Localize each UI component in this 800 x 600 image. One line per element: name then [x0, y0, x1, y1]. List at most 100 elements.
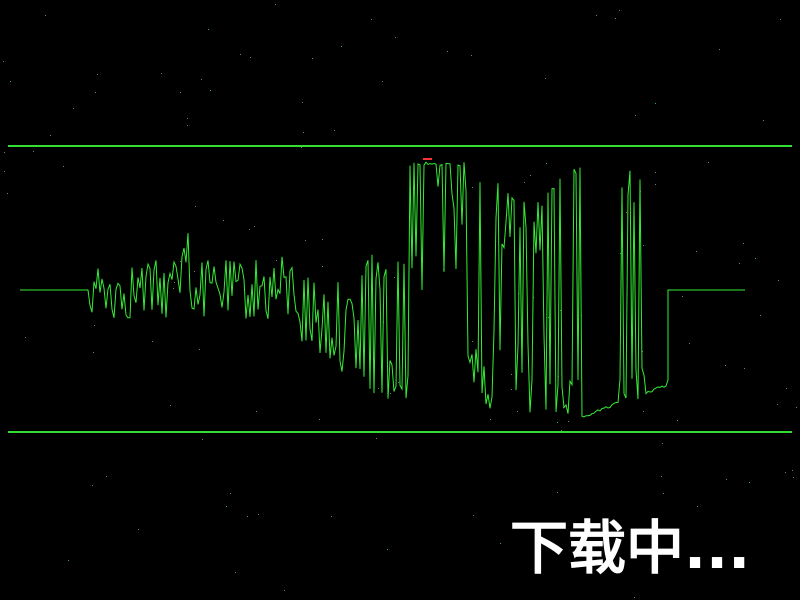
- star: [106, 476, 107, 477]
- star: [655, 103, 656, 104]
- star: [755, 258, 756, 259]
- star: [500, 543, 501, 544]
- star: [792, 470, 793, 471]
- star: [194, 271, 195, 272]
- star: [390, 393, 391, 394]
- star: [226, 506, 227, 507]
- star: [778, 280, 779, 281]
- star: [33, 151, 34, 152]
- star: [615, 18, 616, 19]
- star: [334, 130, 335, 131]
- star: [235, 572, 236, 573]
- star: [301, 147, 302, 148]
- star: [447, 51, 448, 52]
- star: [180, 92, 181, 93]
- star: [557, 422, 558, 423]
- star: [708, 162, 709, 163]
- star: [760, 315, 761, 316]
- star: [643, 245, 644, 246]
- star: [10, 81, 11, 82]
- star: [276, 260, 277, 261]
- star: [634, 597, 635, 598]
- star: [254, 226, 255, 227]
- star: [557, 492, 558, 493]
- star: [777, 404, 778, 405]
- star: [275, 4, 276, 5]
- star: [786, 388, 787, 389]
- star: [4, 171, 5, 172]
- star: [174, 282, 175, 283]
- star: [726, 479, 727, 480]
- star: [398, 382, 399, 383]
- star: [661, 476, 662, 477]
- star: [7, 193, 8, 194]
- star: [3, 61, 4, 62]
- star: [63, 166, 64, 167]
- star: [223, 220, 224, 221]
- star: [256, 411, 257, 412]
- star: [387, 549, 388, 550]
- star: [780, 19, 781, 20]
- star: [170, 405, 171, 406]
- star: [743, 243, 744, 244]
- star: [92, 485, 93, 486]
- star: [548, 317, 549, 318]
- star: [202, 439, 203, 440]
- star: [662, 443, 663, 444]
- star: [596, 15, 597, 16]
- star: [472, 187, 473, 188]
- star: [517, 411, 518, 412]
- star: [93, 352, 94, 353]
- star: [642, 351, 643, 352]
- star: [73, 108, 74, 109]
- star: [635, 115, 636, 116]
- star: [682, 296, 683, 297]
- star: [511, 389, 512, 390]
- star: [655, 184, 656, 185]
- star: [319, 419, 320, 420]
- star: [210, 90, 211, 91]
- star: [249, 229, 250, 230]
- star: [546, 163, 547, 164]
- star: [250, 57, 251, 58]
- star: [258, 514, 259, 515]
- star: [568, 421, 569, 422]
- star: [619, 10, 620, 11]
- star: [199, 349, 200, 350]
- star: [696, 251, 697, 252]
- star: [560, 310, 561, 311]
- star: [744, 368, 745, 369]
- star: [180, 261, 181, 262]
- star: [545, 78, 546, 79]
- star: [376, 438, 377, 439]
- star: [208, 29, 209, 30]
- star: [796, 407, 797, 408]
- star: [655, 172, 656, 173]
- star: [50, 135, 51, 136]
- star: [152, 341, 153, 342]
- star: [739, 263, 740, 264]
- star: [230, 493, 231, 494]
- star: [25, 337, 26, 338]
- star: [511, 374, 512, 375]
- star: [689, 343, 690, 344]
- star: [643, 411, 644, 412]
- star: [371, 19, 372, 20]
- star: [303, 132, 304, 133]
- star: [201, 79, 202, 80]
- star: [173, 288, 174, 289]
- star: [473, 515, 474, 516]
- star: [302, 102, 303, 103]
- star: [247, 516, 248, 517]
- star: [524, 182, 525, 183]
- star: [94, 325, 95, 326]
- star: [305, 240, 306, 241]
- star: [395, 37, 396, 38]
- star: [785, 472, 786, 473]
- star: [793, 477, 794, 478]
- star: [382, 81, 383, 82]
- star: [719, 49, 720, 50]
- star: [240, 54, 241, 55]
- star: [626, 212, 627, 213]
